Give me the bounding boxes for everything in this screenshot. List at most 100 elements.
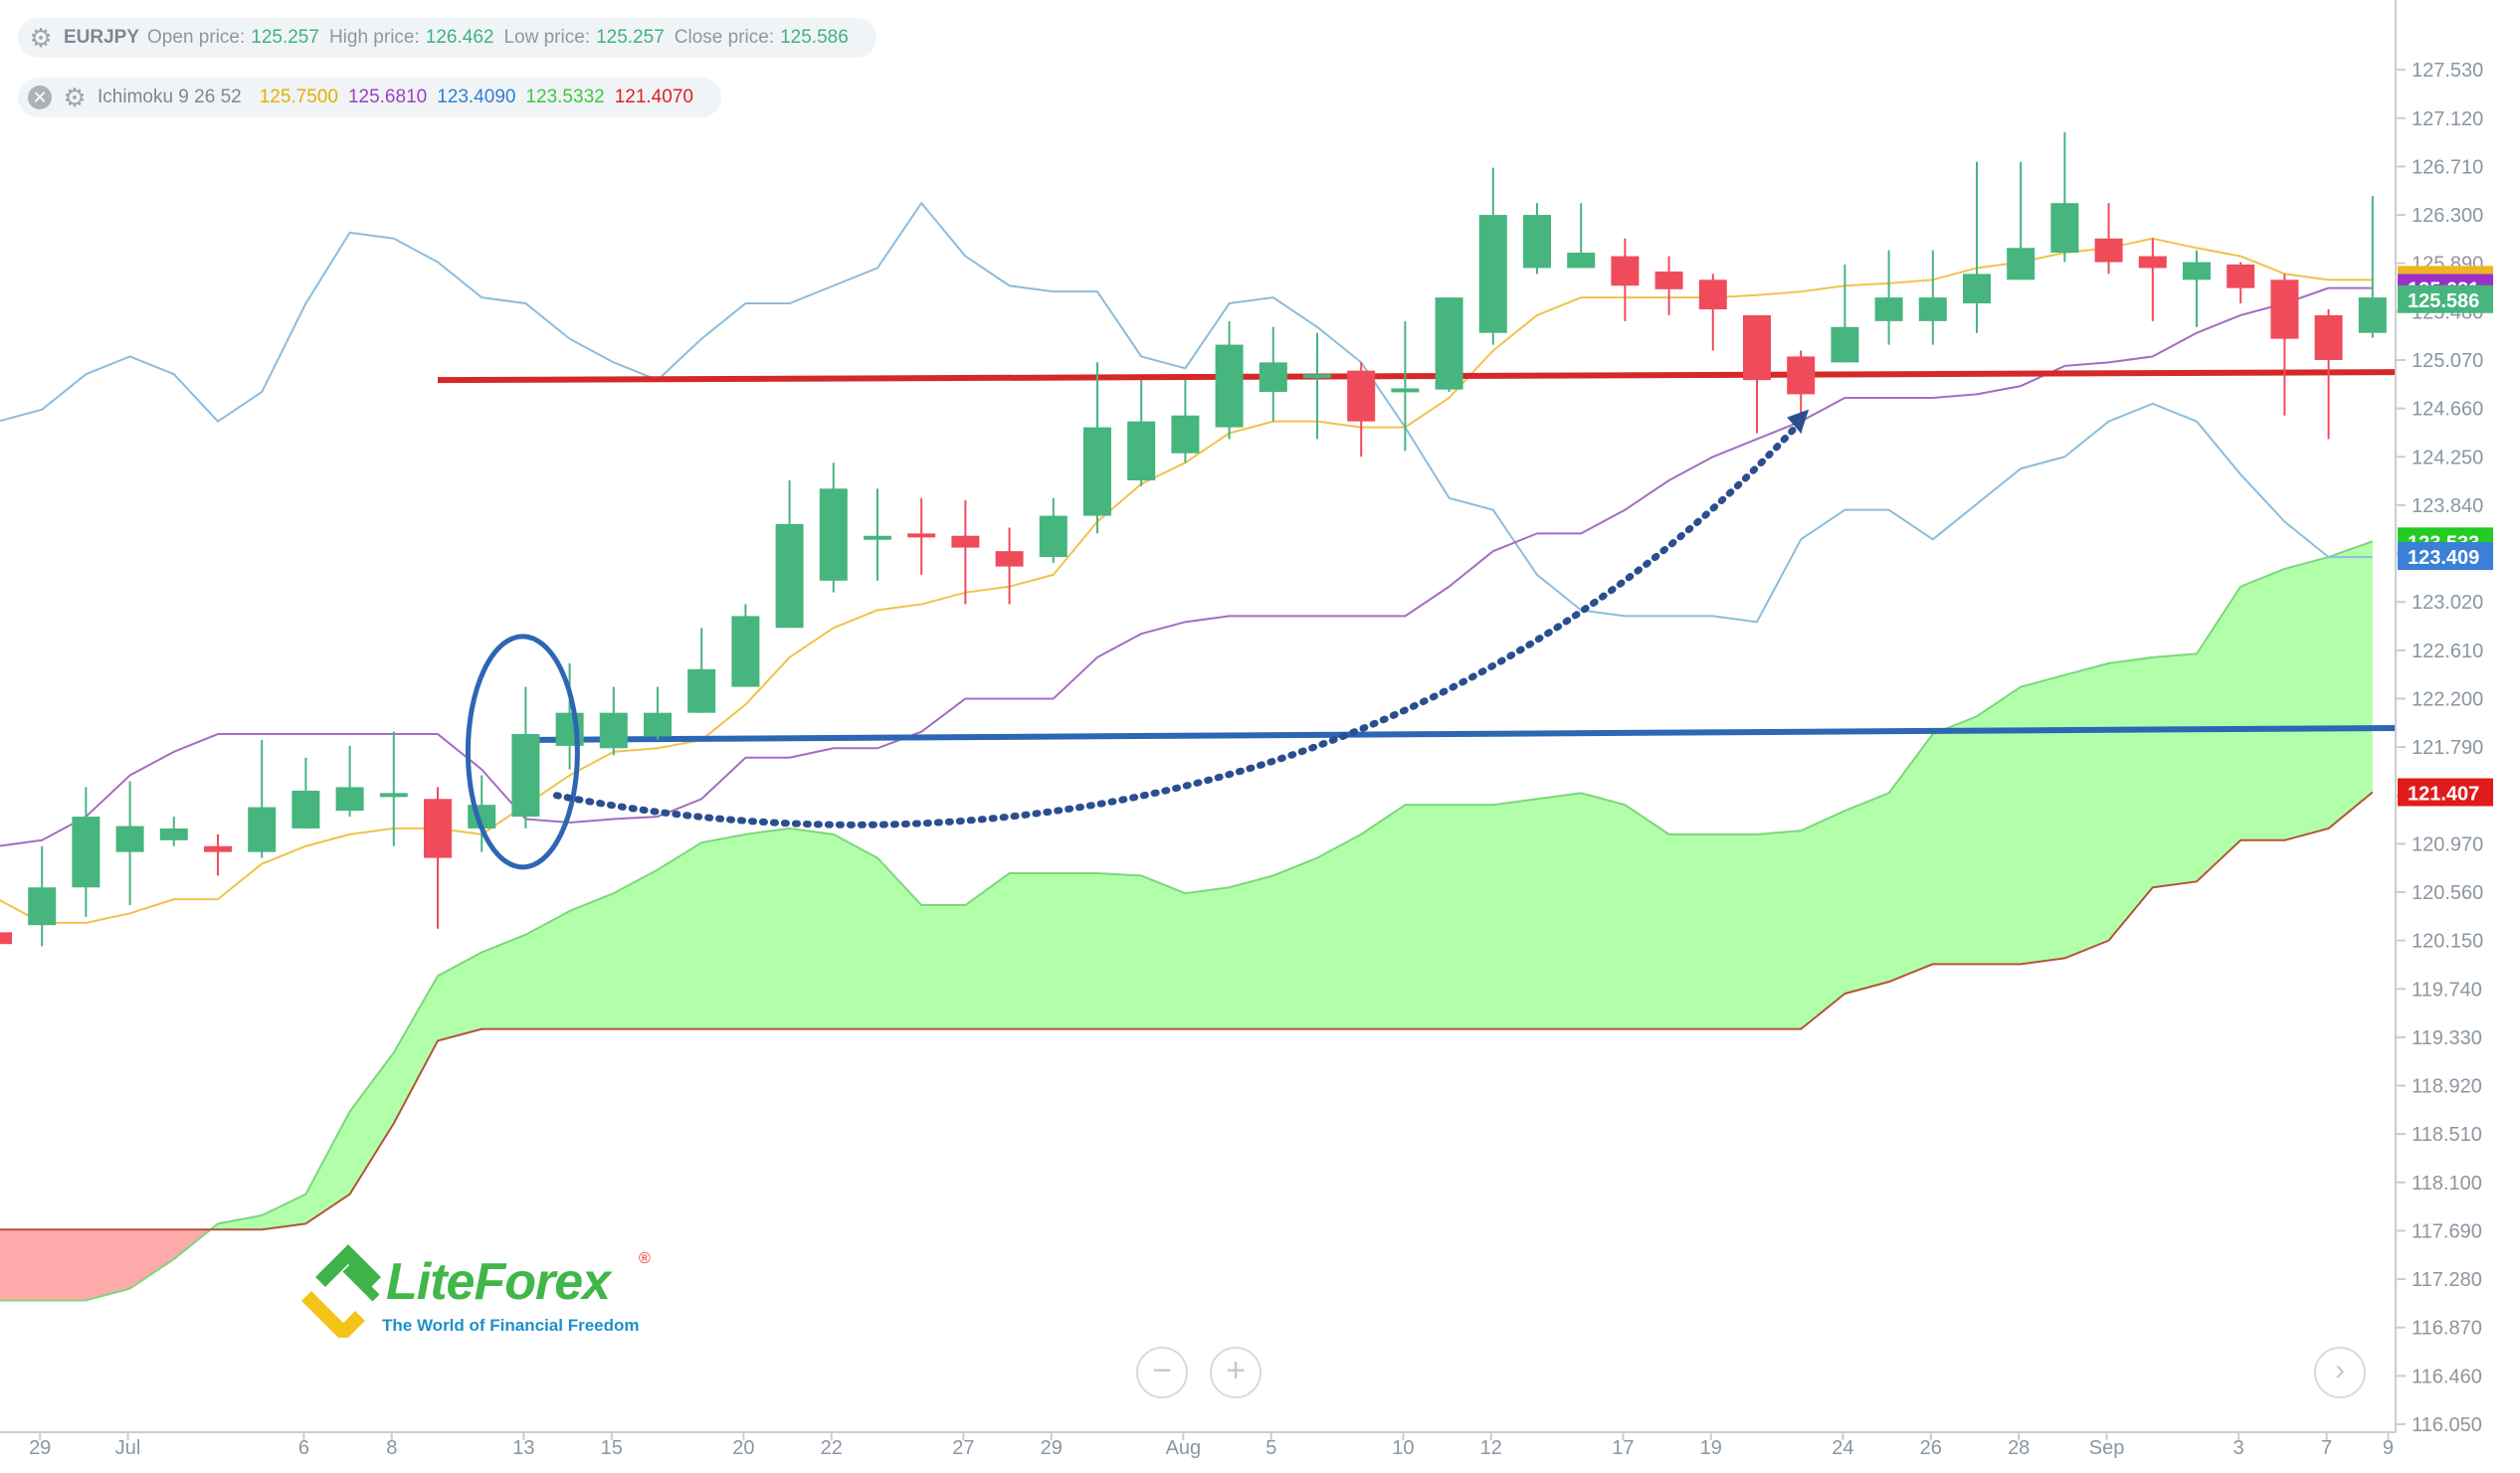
candle-body bbox=[599, 712, 628, 749]
close-label: Close price: bbox=[674, 27, 775, 48]
price-tick-label: 116.460 bbox=[2412, 1366, 2482, 1387]
resistance-line bbox=[437, 369, 2397, 384]
price-badge-label: 121.407 bbox=[2408, 784, 2479, 806]
candle-body bbox=[687, 668, 716, 713]
time-tick-label: 7 bbox=[2321, 1437, 2332, 1459]
gear-icon[interactable]: ⚙ bbox=[29, 23, 53, 53]
zoom-out-button[interactable]: − bbox=[1136, 1347, 1188, 1398]
time-tick-label: 10 bbox=[1392, 1437, 1414, 1459]
bullish-candle bbox=[599, 686, 628, 756]
candle-body bbox=[1963, 274, 1991, 304]
candle-body bbox=[204, 845, 232, 852]
candle-body bbox=[2094, 238, 2123, 263]
candle-body bbox=[1391, 388, 1420, 393]
price-tick-label: 120.150 bbox=[2412, 931, 2483, 953]
bullish-candle bbox=[291, 757, 320, 829]
logo-wordmark: LiteForex bbox=[386, 1253, 611, 1311]
price-badge bbox=[2398, 284, 2493, 313]
arrow-head bbox=[1787, 409, 1810, 434]
bullish-candle bbox=[159, 817, 188, 846]
indicator-name: Ichimoku 9 26 52 bbox=[97, 87, 242, 107]
candle-body bbox=[2183, 262, 2211, 280]
candle-body bbox=[1874, 297, 1903, 321]
time-tick-label: 5 bbox=[1265, 1437, 1276, 1459]
price-tick-label: 124.660 bbox=[2412, 399, 2483, 421]
candle-body bbox=[2270, 279, 2299, 339]
bullish-candle bbox=[1391, 320, 1420, 452]
candle-body bbox=[335, 787, 364, 812]
senkou-span-b bbox=[0, 791, 2374, 1231]
time-tick-label: 28 bbox=[2008, 1437, 2030, 1459]
dotted-arrow bbox=[552, 418, 1805, 829]
candle-body bbox=[1303, 374, 1331, 379]
bearish-candle bbox=[1654, 256, 1683, 315]
senkou-b-value: 121.4070 bbox=[614, 87, 693, 107]
time-tick-label: 9 bbox=[2383, 1437, 2394, 1459]
candle-body bbox=[731, 616, 760, 687]
open-value: 125.257 bbox=[251, 27, 319, 48]
time-tick-label: 12 bbox=[1480, 1437, 1502, 1459]
scroll-right-button[interactable]: › bbox=[2314, 1347, 2366, 1398]
candle-body bbox=[291, 790, 320, 829]
bearish-candle bbox=[424, 787, 452, 929]
price-badge-label: 123.409 bbox=[2408, 547, 2479, 569]
candle-body bbox=[159, 828, 188, 840]
bullish-candle bbox=[1831, 264, 1859, 363]
price-tick-label: 127.530 bbox=[2412, 60, 2483, 82]
price-tick-label: 117.280 bbox=[2412, 1269, 2482, 1291]
candle-body bbox=[1523, 215, 1551, 269]
price-badge-label: 125.586 bbox=[2408, 290, 2479, 312]
bearish-candle bbox=[995, 527, 1024, 605]
bearish-candle bbox=[204, 833, 232, 876]
time-tick-label: 6 bbox=[298, 1437, 309, 1459]
bearish-candle bbox=[1743, 314, 1771, 434]
price-tick-label: 123.020 bbox=[2412, 592, 2483, 614]
indicator-info-bar: ✕ ⚙ Ichimoku 9 26 52 125.7500 125.6810 1… bbox=[18, 78, 721, 117]
price-tick-label: 118.100 bbox=[2412, 1173, 2482, 1195]
bullish-candle bbox=[1918, 250, 1947, 345]
price-tick-label: 122.610 bbox=[2412, 641, 2483, 662]
bullish-candle bbox=[2007, 161, 2035, 280]
low-label: Low price: bbox=[503, 27, 591, 48]
price-tick-label: 118.510 bbox=[2412, 1124, 2482, 1146]
price-badge bbox=[2398, 542, 2493, 571]
candle-body bbox=[424, 799, 452, 858]
bullish-candle bbox=[1523, 203, 1551, 275]
bearish-candle bbox=[907, 497, 936, 575]
candle-body bbox=[511, 734, 540, 818]
gear-icon[interactable]: ⚙ bbox=[63, 83, 87, 112]
bullish-candle bbox=[2183, 250, 2211, 327]
bearish-cloud bbox=[0, 1229, 211, 1301]
low-value: 125.257 bbox=[596, 27, 665, 48]
price-tick-label: 117.690 bbox=[2412, 1220, 2482, 1242]
candle-body bbox=[1039, 515, 1067, 558]
candle-body bbox=[115, 826, 144, 852]
time-tick-label: 19 bbox=[1700, 1437, 1722, 1459]
candle-body bbox=[0, 932, 12, 945]
candle-body bbox=[1083, 427, 1111, 516]
candle-body bbox=[644, 712, 672, 737]
high-label: High price: bbox=[328, 27, 420, 48]
bearish-candle bbox=[1347, 362, 1376, 458]
candle-body bbox=[819, 488, 848, 581]
time-axis-bg bbox=[0, 1432, 2520, 1468]
bullish-candle bbox=[1127, 380, 1156, 486]
bullish-candle bbox=[2358, 196, 2387, 338]
bearish-candle bbox=[2094, 203, 2123, 275]
close-icon[interactable]: ✕ bbox=[28, 86, 52, 109]
candle-body bbox=[1347, 370, 1376, 422]
time-tick-label: 29 bbox=[29, 1437, 51, 1459]
bullish-candle bbox=[1435, 297, 1463, 393]
registered-mark: ® bbox=[639, 1250, 651, 1267]
bullish-candle bbox=[775, 479, 804, 629]
time-tick-label: 29 bbox=[1041, 1437, 1063, 1459]
zoom-in-button[interactable]: + bbox=[1210, 1347, 1261, 1398]
bullish-candle bbox=[1083, 362, 1111, 534]
support-line bbox=[525, 724, 2397, 743]
time-tick-label: 8 bbox=[386, 1437, 397, 1459]
bullish-candle bbox=[115, 781, 144, 906]
time-tick-label: 15 bbox=[601, 1437, 623, 1459]
bearish-candle bbox=[951, 500, 980, 605]
